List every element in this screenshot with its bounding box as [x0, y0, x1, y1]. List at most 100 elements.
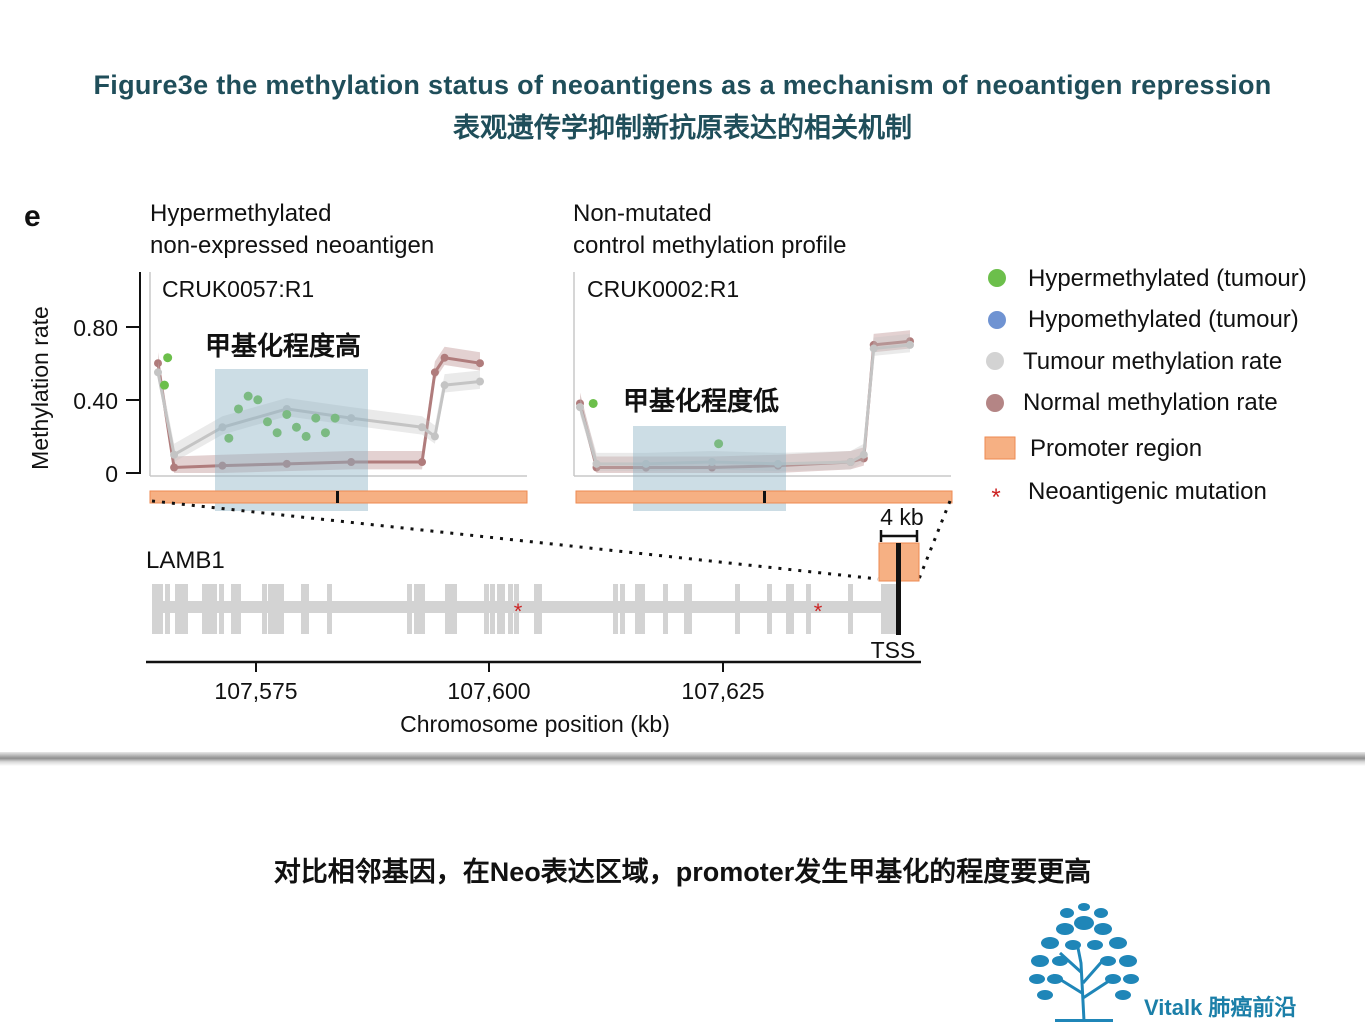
- gene-exon: [165, 584, 170, 634]
- gene-exon: [274, 584, 279, 634]
- panel1-tumour-methylation-ratepoint: [476, 377, 484, 386]
- panel1-normal-methylation-ratepoint: [418, 458, 427, 467]
- panel1-plot-area: [154, 346, 484, 473]
- panel1-normal-methylation-ratepoint: [218, 461, 227, 470]
- panel2-tumour-methylation-ratepoint: [642, 459, 650, 468]
- y-tick-label-040: 0.40: [73, 388, 118, 414]
- gene-exon: [635, 584, 643, 634]
- gene-exon: [327, 584, 332, 634]
- panel1-tumour-methylation-ratepoint: [418, 423, 427, 432]
- gene-exon: [175, 584, 183, 634]
- x-tick-label-3: 107,625: [681, 678, 764, 704]
- x-axis-label: Chromosome position (kb): [400, 711, 670, 737]
- legend-marker-hypermethylated: [988, 269, 1006, 287]
- panel1-hyper-point: [301, 431, 311, 441]
- x-tick-label-1: 107,575: [214, 678, 297, 704]
- panel1-hyper-point: [291, 422, 301, 432]
- separator-bar: [0, 752, 1365, 766]
- panel1-normal-methylation-ratepoint: [154, 359, 162, 368]
- panel2-hyper-point: [714, 439, 724, 449]
- gene-exon: [183, 584, 188, 634]
- legend-label-normal-rate: Normal methylation rate: [1023, 389, 1278, 416]
- panel1-tumour-methylation-ratepoint: [347, 414, 356, 423]
- gene-exon: [158, 584, 163, 634]
- panel2-tumour-methylation-ratepoint: [576, 403, 584, 412]
- gene-exon: [620, 584, 625, 634]
- panel1-normal-methylation-ratepoint: [347, 458, 356, 467]
- panel1-hyper-point: [159, 380, 169, 390]
- panel1-tumour-methylation-ratepoint: [154, 368, 162, 377]
- panel1-hyper-point: [262, 417, 272, 427]
- neoantigenic-mutation-star-1: *: [514, 599, 523, 624]
- panel1-normal-methylation-ratepoint: [476, 359, 484, 368]
- gene-exon: [449, 584, 457, 634]
- panel1-hyper-point: [253, 395, 263, 405]
- gene-exon: [490, 584, 495, 634]
- gene-exon: [301, 584, 309, 634]
- panel2-annotation: 甲基化程度低: [623, 386, 779, 416]
- panel1-hyper-point: [311, 413, 321, 423]
- panel1-hyper-point: [282, 409, 292, 419]
- panel1-normal-methylation-ratepoint: [440, 353, 449, 362]
- legend-marker-neoantigenic: *: [991, 484, 1000, 511]
- gene-exon: [848, 584, 853, 634]
- zoom-line-right: [917, 500, 952, 580]
- gene-exon: [407, 584, 412, 634]
- gene-exon: [207, 584, 215, 634]
- page-title-cn: 表观遗传学抑制新抗原表达的相关机制: [453, 113, 912, 143]
- gene-exon: [508, 584, 513, 634]
- logo-text: Vitalk 肺癌前沿: [1144, 995, 1297, 1020]
- panel1-sample-label: CRUK0057:R1: [162, 276, 314, 302]
- caption: 对比相邻基因，在Neo表达区域，promoter发生甲基化的程度要更高: [273, 857, 1092, 887]
- gene-exon: [420, 584, 425, 634]
- panel1-normal-methylation-ratepoint: [430, 368, 439, 377]
- y-tick-label-080: 0.80: [73, 315, 118, 341]
- legend: Hypermethylated (tumour) Hypomethylated …: [984, 265, 1307, 511]
- panel1-hyper-point: [243, 391, 253, 401]
- panel1-mutation-tick: [336, 491, 339, 503]
- panel1-tumour-methylation-ratepoint: [218, 423, 227, 432]
- gene-exon: [445, 584, 450, 634]
- gene-exon: [414, 584, 422, 634]
- legend-label-hypomethylated: Hypomethylated (tumour): [1028, 306, 1299, 333]
- tss-marker: [896, 543, 901, 635]
- panel1-hyper-point: [330, 413, 340, 423]
- gene-exon: [262, 584, 267, 634]
- legend-label-promoter: Promoter region: [1030, 435, 1202, 462]
- panel1-tumour-methylation-ratepoint: [440, 381, 449, 390]
- gene-exon: [212, 584, 217, 634]
- gene-exon: [202, 584, 207, 634]
- legend-marker-normal-rate: [986, 394, 1004, 412]
- panel1-hyper-point: [163, 353, 173, 363]
- panel1-normal-methylation-ratepoint: [282, 459, 291, 468]
- panel2-plot-area: [576, 330, 914, 473]
- panel2-tumour-methylation-ratepoint: [906, 340, 914, 349]
- panel2-tumour-methylation-ratepoint: [869, 344, 878, 353]
- legend-marker-promoter: [984, 436, 1016, 460]
- legend-label-tumour-rate: Tumour methylation rate: [1023, 348, 1282, 375]
- legend-label-neoantigenic: Neoantigenic mutation: [1028, 478, 1267, 505]
- legend-marker-tumour-rate: [986, 352, 1004, 370]
- gene-exons: [152, 584, 853, 634]
- panel2-hyper-point: [588, 398, 598, 408]
- gene-exon: [279, 584, 284, 634]
- panel1-highlight-box: [215, 369, 368, 511]
- x-tick-label-2: 107,600: [447, 678, 530, 704]
- gene-exon: [497, 584, 505, 634]
- gene-exon: [735, 584, 740, 634]
- tree-icon: [1029, 903, 1139, 1022]
- panel1-tumour-methylation-ratepoint: [430, 432, 439, 441]
- gene-label: LAMB1: [146, 547, 225, 574]
- gene-exon: [663, 584, 668, 634]
- gene-exon: [514, 584, 519, 634]
- panel2-title-line1: Non-mutated: [573, 200, 712, 227]
- panel1-tumour-methylation-ratepoint: [170, 450, 179, 459]
- gene-exon: [613, 584, 618, 634]
- gene-exon: [767, 584, 772, 634]
- panel2-tumour-methylation-ratepoint: [774, 459, 782, 468]
- gene-exon: [152, 584, 160, 634]
- gene-first-exon: [881, 584, 896, 634]
- panel1-normal-methylation-ratepoint: [170, 463, 179, 472]
- panel1-hyper-point: [234, 404, 243, 414]
- scale-bar-label: 4 kb: [880, 504, 923, 530]
